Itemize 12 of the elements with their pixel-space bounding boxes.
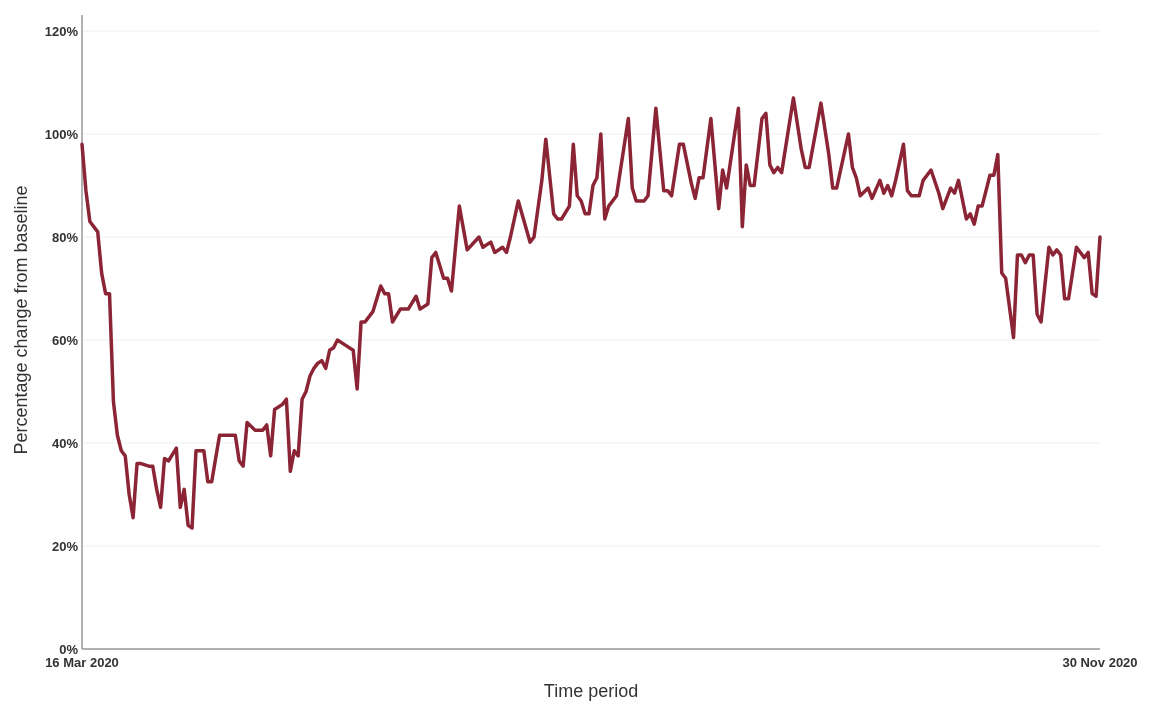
y-tick-label: 40% [51, 435, 79, 451]
x-axis-title: Time period [543, 681, 639, 701]
y-tick-label: 20% [51, 538, 79, 554]
y-tick-label: 60% [51, 332, 79, 348]
y-tick-label: 100% [44, 126, 79, 142]
line-series [80, 96, 1102, 530]
y-tick-label: 120% [44, 23, 79, 39]
x-tick-label: 30 Nov 2020 [1062, 655, 1138, 670]
x-tick-label: 16 Mar 2020 [45, 655, 119, 670]
y-tick-label: 80% [51, 229, 79, 245]
y-axis-title: Percentage change from baseline [11, 185, 31, 455]
y-tick-label: 0% [59, 641, 79, 657]
